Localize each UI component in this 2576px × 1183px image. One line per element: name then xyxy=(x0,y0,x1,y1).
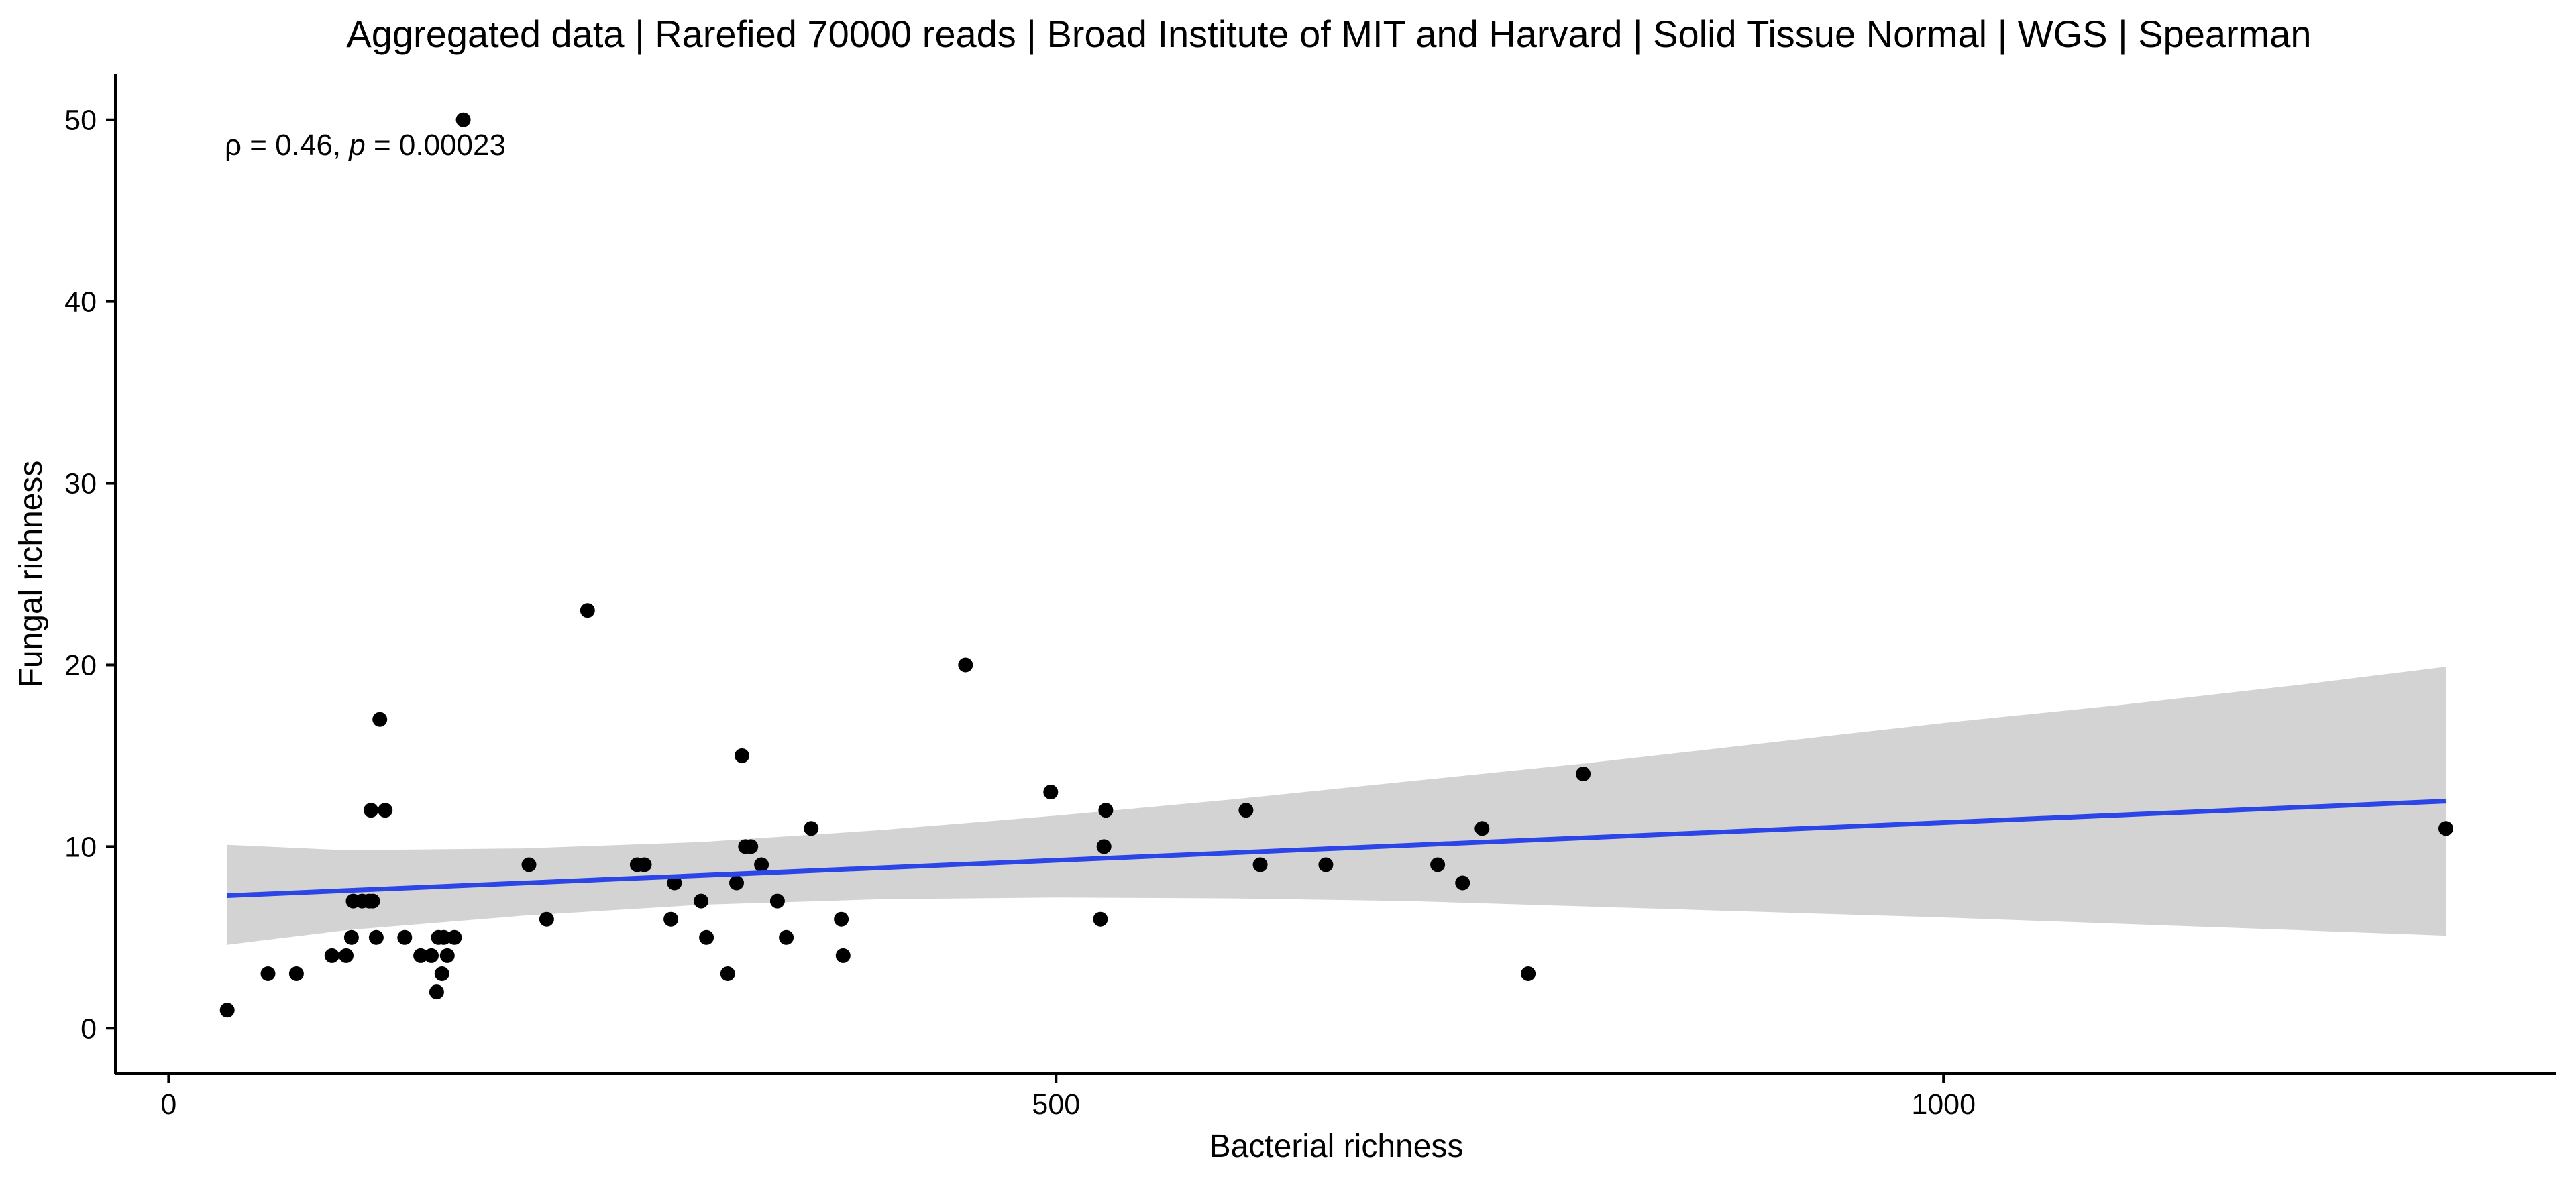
data-point xyxy=(378,803,393,818)
rho-symbol: ρ xyxy=(225,129,241,162)
data-point xyxy=(1252,857,1268,872)
data-point xyxy=(694,893,709,909)
y-tick-label: 30 xyxy=(64,468,97,500)
data-point xyxy=(288,966,304,981)
data-point xyxy=(413,948,429,963)
x-axis-ticks: 0 500 1000 xyxy=(160,1074,1976,1121)
data-point xyxy=(779,929,794,945)
data-point xyxy=(769,893,785,909)
chart-title: Aggregated data | Rarefied 70000 reads |… xyxy=(346,13,2311,55)
y-tick-label: 40 xyxy=(64,286,97,319)
data-point xyxy=(365,893,380,909)
data-point xyxy=(1043,785,1059,800)
data-point xyxy=(434,966,449,981)
correlation-annotation: ρ = 0.46, p = 0.00023 xyxy=(225,129,506,162)
data-point xyxy=(1521,966,1536,981)
data-point xyxy=(729,875,744,891)
confidence-band xyxy=(227,667,2447,945)
data-point xyxy=(699,929,714,945)
p-text: = 0.00023 xyxy=(366,129,506,162)
x-tick-label: 1000 xyxy=(1911,1088,1976,1121)
data-point xyxy=(343,929,359,945)
data-point xyxy=(1098,803,1114,818)
data-point xyxy=(834,911,849,927)
data-point xyxy=(637,857,652,872)
data-point xyxy=(260,966,276,981)
data-point xyxy=(1096,839,1112,854)
data-point xyxy=(539,911,554,927)
data-point xyxy=(804,821,819,836)
y-tick-label: 50 xyxy=(64,105,97,137)
regression-line xyxy=(227,799,2447,898)
data-point xyxy=(743,839,759,854)
x-axis-title: Bacterial richness xyxy=(1210,1129,1464,1164)
data-point xyxy=(436,929,451,945)
data-point xyxy=(1576,767,1591,781)
data-point xyxy=(219,1003,235,1018)
data-point xyxy=(1430,857,1446,872)
data-point xyxy=(364,803,378,818)
data-point xyxy=(580,603,595,618)
data-point xyxy=(1474,821,1490,836)
data-point xyxy=(521,857,537,872)
data-point xyxy=(429,984,444,1000)
data-point xyxy=(324,948,339,963)
plot-area xyxy=(219,112,2453,1018)
p-symbol: p xyxy=(347,129,365,162)
data-point xyxy=(1238,803,1254,818)
data-point xyxy=(720,966,735,981)
rho-text: = 0.46, xyxy=(241,129,349,162)
data-point xyxy=(397,929,413,945)
y-axis-ticks: 0 10 20 30 40 50 xyxy=(64,105,115,1045)
data-point xyxy=(835,948,851,963)
data-point xyxy=(339,948,354,963)
data-point xyxy=(447,929,462,945)
data-point xyxy=(667,875,682,891)
x-tick-label: 0 xyxy=(160,1088,176,1121)
data-points xyxy=(219,112,2453,1018)
data-point xyxy=(2438,821,2453,836)
axes: 0 500 1000 0 10 20 30 40 50 xyxy=(64,74,2556,1121)
data-point xyxy=(424,948,439,963)
data-point xyxy=(372,712,388,727)
data-point xyxy=(455,112,471,127)
data-point xyxy=(735,748,749,763)
data-point xyxy=(663,911,679,927)
data-point xyxy=(1318,857,1334,872)
data-point xyxy=(754,857,769,872)
data-point xyxy=(439,948,455,963)
data-point xyxy=(1455,875,1470,891)
y-tick-label: 20 xyxy=(64,649,97,681)
data-point xyxy=(958,657,973,673)
y-tick-label: 10 xyxy=(64,831,97,863)
y-tick-label: 0 xyxy=(80,1013,97,1045)
x-tick-label: 500 xyxy=(1032,1088,1080,1121)
data-point xyxy=(1093,911,1108,927)
data-point xyxy=(368,929,384,945)
y-axis-title: Fungal richness xyxy=(13,461,49,688)
